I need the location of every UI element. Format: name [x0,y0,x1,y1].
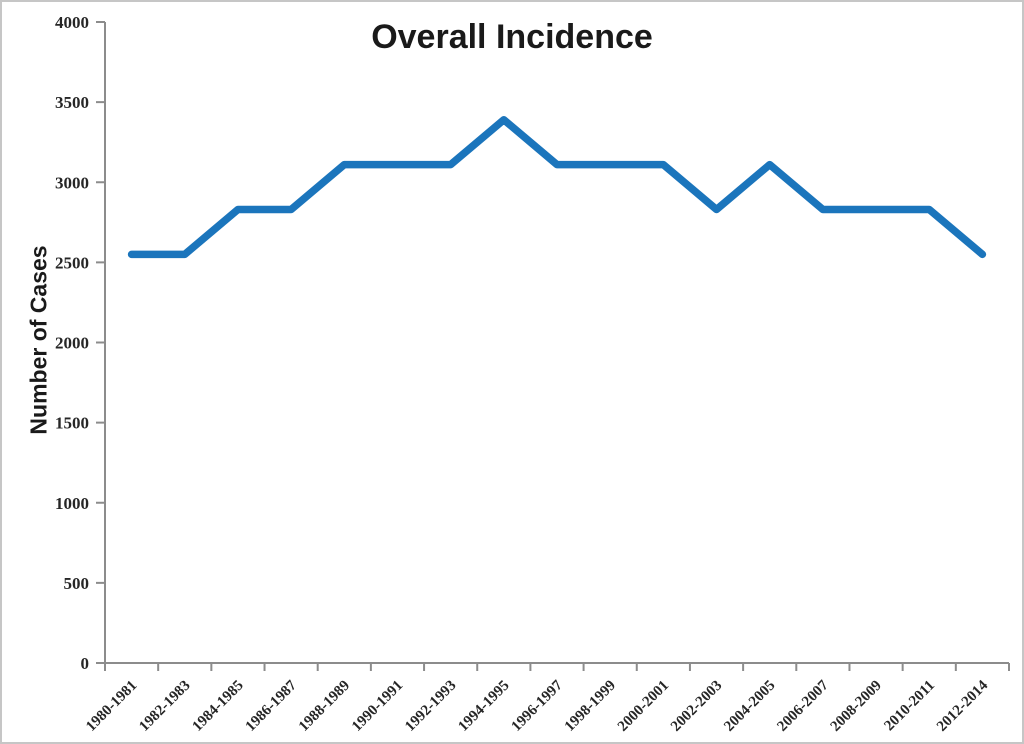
y-tick-label: 4000 [55,13,89,32]
x-tick-label: 1988-1989 [296,678,353,735]
y-tick-label: 3500 [55,93,89,112]
x-tick-label: 1996-1997 [509,677,567,735]
chart-title: Overall Incidence [371,18,653,56]
x-tick-label: 2008-2009 [828,678,885,735]
x-tick-label: 2002-2003 [668,678,725,735]
y-tick-label: 2500 [55,253,89,272]
series-line [127,116,987,259]
y-tick-label: 500 [64,574,90,593]
x-tick-label: 2010-2011 [881,678,938,735]
x-tick-label: 1998-1999 [562,678,619,735]
x-tick-label: 2012-2014 [934,677,992,735]
x-tick-label: 2000-2001 [615,678,672,735]
x-tick-label: 1994-1995 [455,678,512,735]
y-tick-label: 0 [81,654,90,673]
y-tick-label: 1000 [55,494,89,513]
x-tick-label: 2004-2005 [721,678,778,735]
y-tick-label: 1500 [55,414,89,433]
x-tick-label: 1992-1993 [402,678,459,735]
x-tick-label: 1984-1985 [189,678,246,735]
y-tick-label: 2000 [55,334,89,353]
x-tick-label: 1980-1981 [83,678,140,735]
x-tick-label: 1990-1991 [349,678,406,735]
x-tick-label: 1982-1983 [136,678,193,735]
x-tick-label: 1986-1987 [243,677,301,735]
y-tick-label: 3000 [55,173,89,192]
x-tick-label: 2006-2007 [774,677,832,735]
